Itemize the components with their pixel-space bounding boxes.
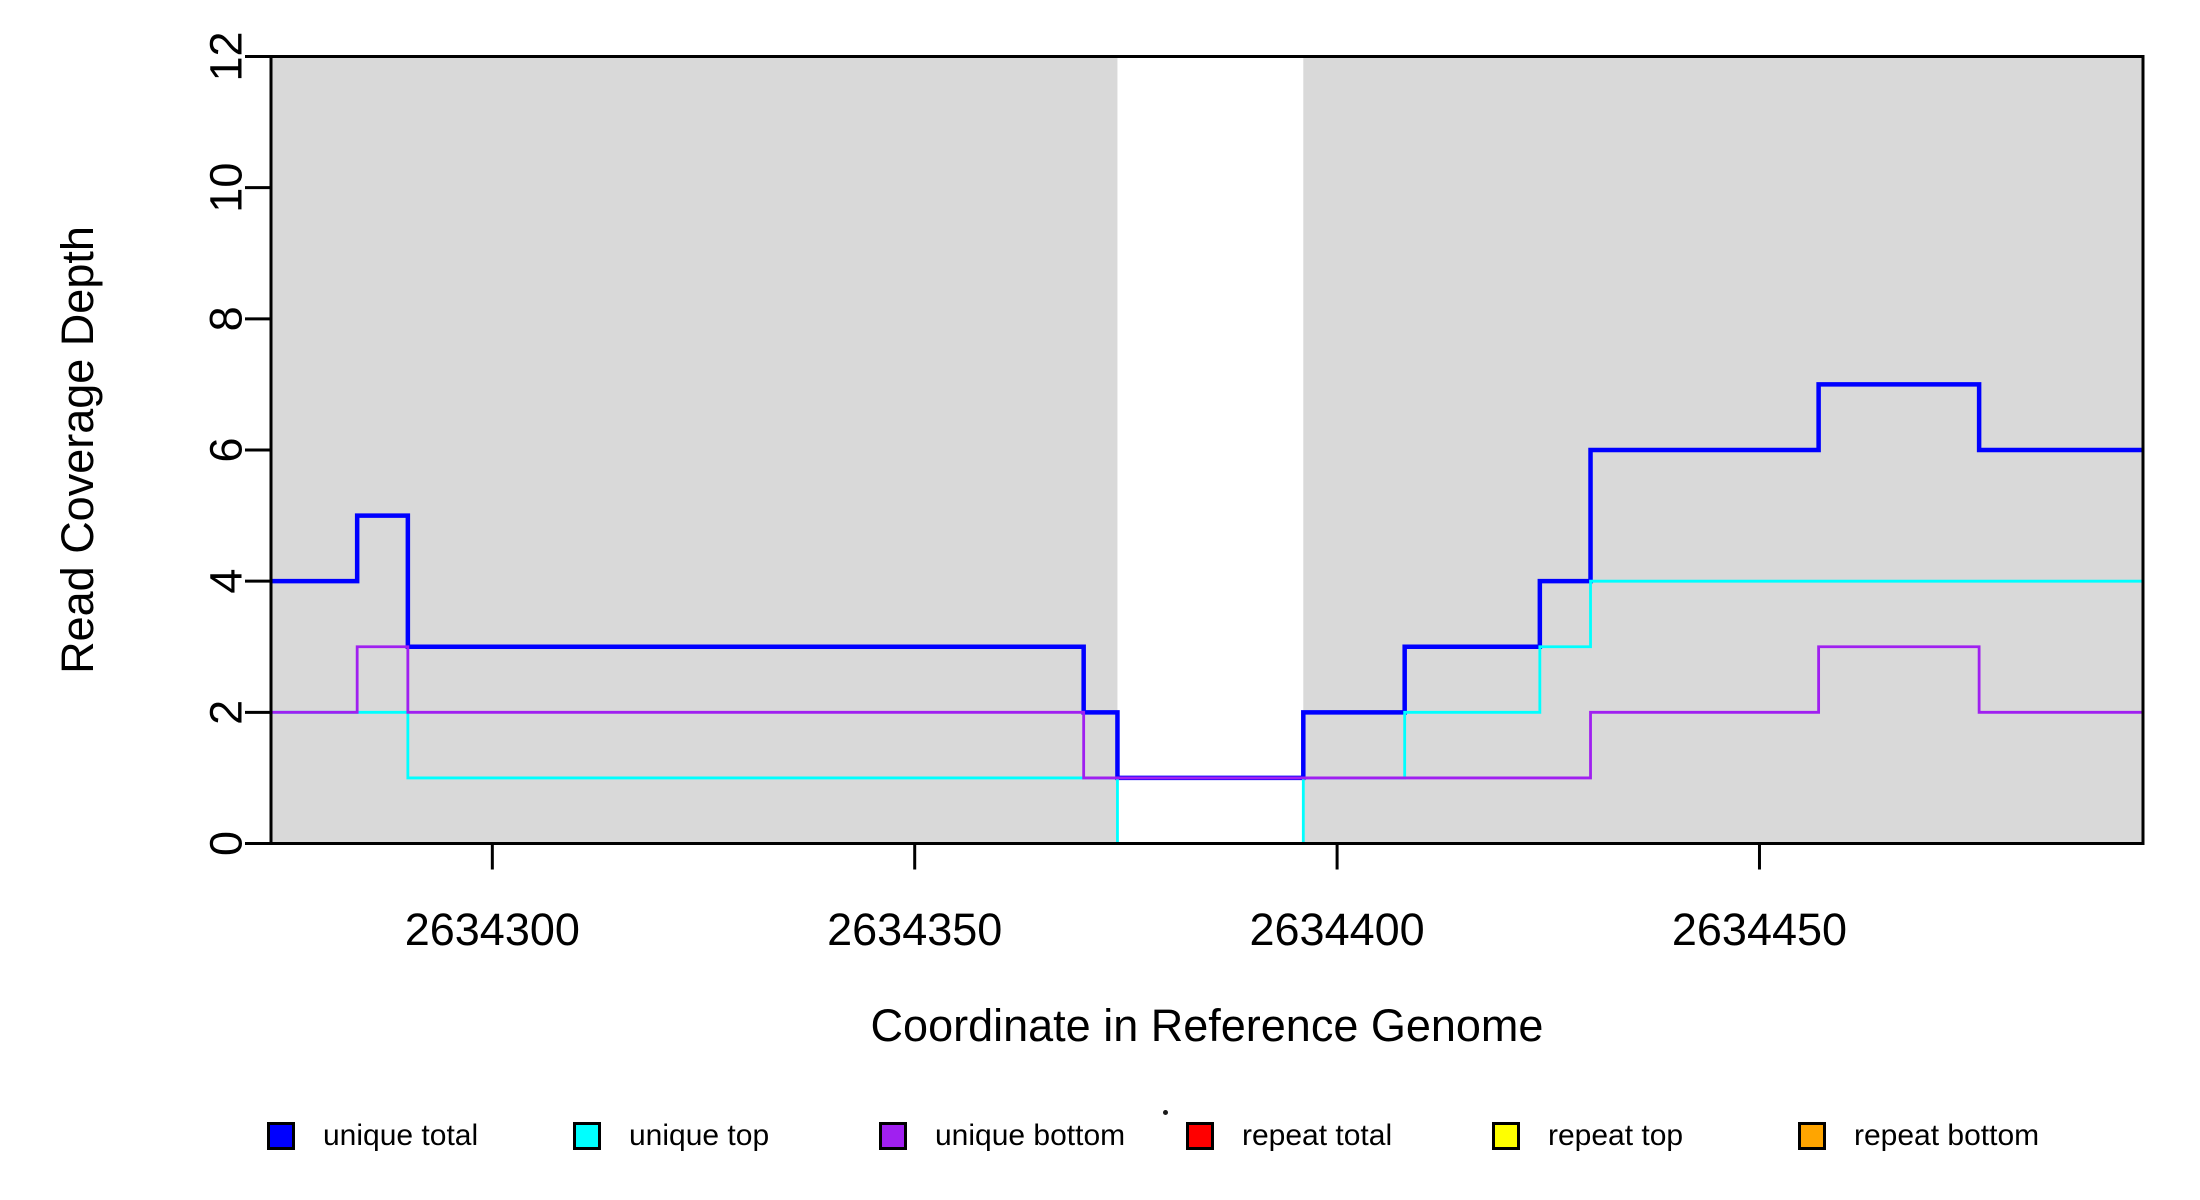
series-line-unique-total (271, 382, 2143, 781)
y-tick-label: 12 (201, 31, 252, 81)
plot-box (269, 55, 2145, 845)
y-tick-label: 4 (201, 569, 252, 594)
legend-item-unique-bottom: unique bottom (879, 1119, 1126, 1152)
y-axis-title: Read Coverage Depth (52, 226, 103, 674)
legend-item-unique-total: unique total (267, 1119, 479, 1152)
unique-total-swatch-icon (267, 1122, 295, 1150)
y-tick-label: 2 (201, 700, 252, 725)
legend-label: unique top (629, 1119, 770, 1152)
x-axis-title: Coordinate in Reference Genome (870, 1000, 1544, 1051)
x-tick-label: 2634400 (1249, 904, 1424, 955)
unique-bottom-swatch-icon (879, 1122, 907, 1150)
repeat-total-swatch-icon (1186, 1122, 1214, 1150)
legend-label: unique bottom (935, 1119, 1126, 1152)
legend-label: unique total (323, 1119, 479, 1152)
x-tick-label: 2634450 (1672, 904, 1847, 955)
legend-label: repeat total (1242, 1119, 1393, 1152)
x-tick-label: 2634350 (827, 904, 1002, 955)
repeat-top-swatch-icon (1492, 1122, 1520, 1150)
legend-item-repeat-top: repeat top (1492, 1119, 1684, 1152)
y-tick-label: 6 (201, 437, 252, 462)
shaded-region (271, 56, 1118, 844)
y-tick-label: 8 (201, 306, 252, 331)
y-tick-label: 10 (201, 163, 252, 213)
stray-dot-artifact (1163, 1110, 1168, 1115)
legend-label: repeat top (1548, 1119, 1684, 1152)
series-line-unique-bottom (271, 645, 2143, 780)
legend-item-repeat-bottom: repeat bottom (1798, 1119, 2040, 1152)
legend-item-repeat-total: repeat total (1186, 1119, 1393, 1152)
legend-label: repeat bottom (1854, 1119, 2040, 1152)
y-tick-label: 0 (201, 831, 252, 856)
legend-item-unique-top: unique top (573, 1119, 770, 1152)
x-tick-label: 2634300 (405, 904, 580, 955)
repeat-bottom-swatch-icon (1798, 1122, 1826, 1150)
unique-top-swatch-icon (573, 1122, 601, 1150)
legend: unique total unique top unique bottom re… (0, 1119, 2200, 1162)
